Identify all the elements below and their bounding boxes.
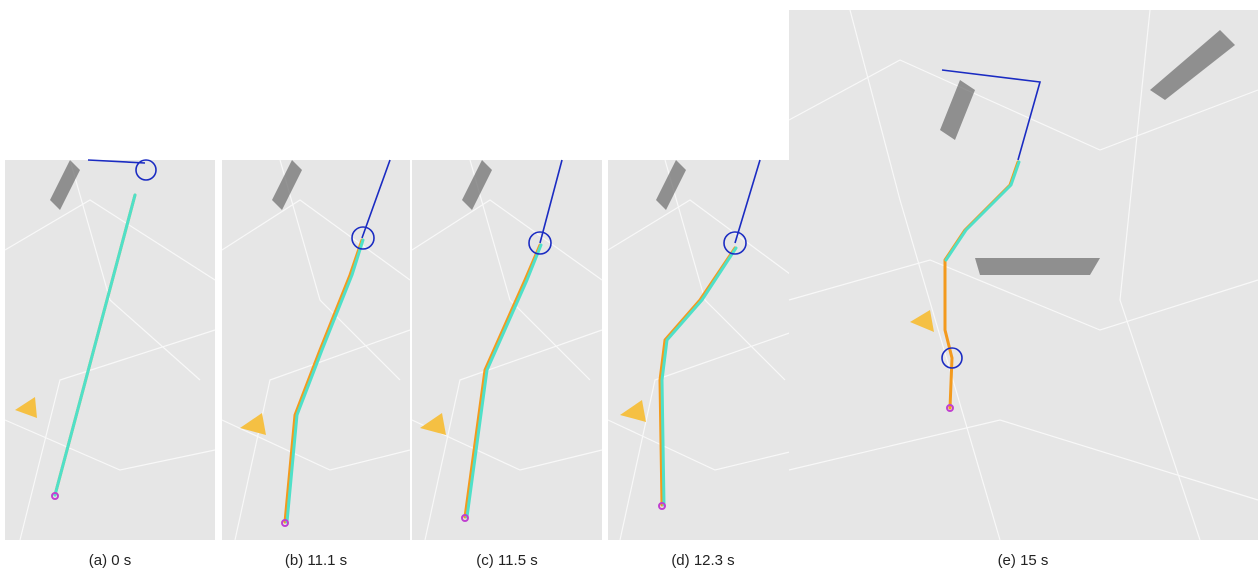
caption: (c) 11.5 s xyxy=(476,552,537,569)
caption: (e) 15 s xyxy=(998,552,1049,569)
caption: (a) 0 s xyxy=(89,552,132,569)
figure: (a) 0 s (b) 11.1 s (c) 11.5 s (d) 12.3 s… xyxy=(0,0,1259,574)
panel-c xyxy=(412,160,602,540)
panel-e xyxy=(789,10,1258,540)
caption: (b) 11.1 s xyxy=(285,552,347,569)
panel-d xyxy=(608,160,798,540)
caption: (d) 12.3 s xyxy=(671,552,734,569)
panel-a xyxy=(5,160,215,540)
panel-b xyxy=(222,160,410,540)
